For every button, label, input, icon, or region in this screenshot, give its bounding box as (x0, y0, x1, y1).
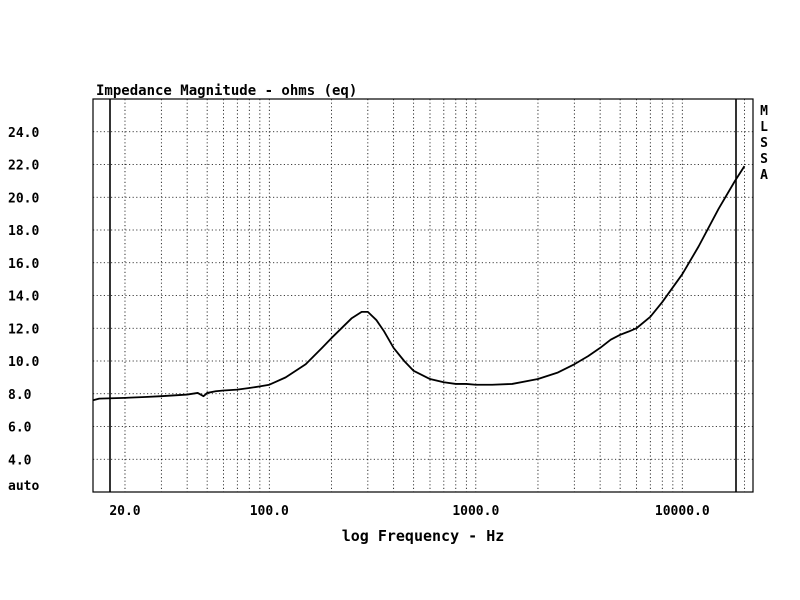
y-tick-label: 10.0 (8, 355, 39, 370)
y-tick-label: 16.0 (8, 257, 39, 272)
side-label-letter: M (760, 104, 768, 119)
side-label-letter: S (760, 152, 768, 167)
y-tick-label: 8.0 (8, 388, 32, 403)
side-label-letter: L (760, 120, 768, 135)
y-tick-label: 18.0 (8, 224, 39, 239)
x-tick-labels: 20.0 100.0 1000.0 10000.0 (109, 504, 710, 519)
grid (93, 99, 753, 492)
y-tick-label: 12.0 (8, 322, 39, 337)
y-tick-label: 14.0 (8, 290, 39, 305)
side-label-letter: A (760, 168, 768, 183)
y-tick-label: 4.0 (8, 453, 32, 468)
y-tick-label: 6.0 (8, 421, 32, 436)
y-tick-label: auto (8, 479, 39, 494)
y-tick-label: 22.0 (8, 159, 39, 174)
x-tick-label: 1000.0 (452, 504, 499, 519)
impedance-curve (92, 165, 746, 402)
x-tick-label: 20.0 (109, 504, 140, 519)
side-label-letter: S (760, 136, 768, 151)
x-tick-label: 100.0 (250, 504, 289, 519)
plot-frame (92, 98, 754, 493)
y-tick-label: 20.0 (8, 191, 39, 206)
x-tick-label: 10000.0 (655, 504, 710, 519)
chart-title: Impedance Magnitude - ohms (eq) (96, 83, 357, 99)
y-tick-labels: auto 4.0 6.0 8.0 10.0 12.0 14.0 16.0 18.0 20.0 22.… (8, 126, 39, 494)
y-tick-label: 24.0 (8, 126, 39, 141)
x-axis-label: log Frequency - Hz (342, 527, 505, 545)
